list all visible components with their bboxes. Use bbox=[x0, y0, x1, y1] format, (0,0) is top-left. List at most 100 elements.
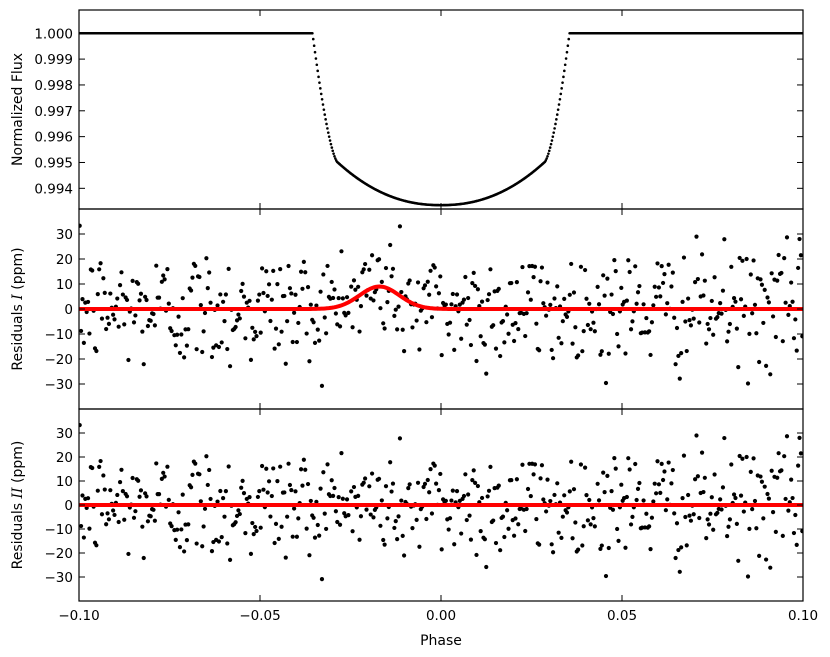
residual-point bbox=[207, 467, 212, 473]
residual-point bbox=[567, 292, 572, 297]
residual-point bbox=[385, 300, 390, 305]
residual-point bbox=[80, 296, 85, 302]
residual-point bbox=[473, 283, 478, 289]
residual-point bbox=[112, 512, 117, 518]
residual-point bbox=[161, 470, 166, 475]
residual-point bbox=[624, 298, 629, 303]
residual-point bbox=[399, 498, 404, 503]
residual-point bbox=[415, 280, 421, 285]
residual-point bbox=[770, 314, 776, 319]
residual-point bbox=[137, 494, 142, 499]
residual-point bbox=[258, 525, 263, 530]
residual-point bbox=[532, 462, 538, 467]
residual-point bbox=[468, 537, 474, 542]
residual-point bbox=[704, 341, 709, 346]
residual-point bbox=[410, 325, 415, 330]
residual-point bbox=[296, 320, 301, 326]
residual-point bbox=[603, 380, 609, 386]
residual-point bbox=[549, 347, 554, 353]
residual-point bbox=[97, 267, 102, 272]
residual-point bbox=[498, 548, 503, 553]
residual-point bbox=[585, 322, 590, 328]
residual-point bbox=[340, 296, 345, 301]
flux-point bbox=[566, 44, 570, 48]
residual-point bbox=[322, 511, 327, 516]
residual-point bbox=[708, 315, 713, 321]
residual-point bbox=[577, 433, 581, 437]
residual-point bbox=[583, 267, 588, 273]
residual-point bbox=[396, 514, 401, 519]
residual-point bbox=[122, 322, 127, 327]
residual-point bbox=[434, 284, 439, 289]
residual-point bbox=[580, 349, 585, 354]
residual-point bbox=[379, 279, 384, 284]
residual-point bbox=[619, 285, 624, 290]
residual-point bbox=[179, 527, 184, 532]
residual-point bbox=[296, 516, 301, 521]
flux-point bbox=[549, 142, 553, 146]
residual-point bbox=[712, 472, 717, 477]
residual-point bbox=[538, 279, 543, 284]
residual-point bbox=[627, 467, 632, 472]
residual-point bbox=[654, 491, 659, 496]
residual-point bbox=[610, 507, 616, 512]
residual-point bbox=[427, 490, 432, 495]
residual-point bbox=[115, 492, 120, 498]
residual-point bbox=[665, 301, 670, 306]
residual-point bbox=[800, 529, 803, 534]
residual-point bbox=[718, 301, 723, 306]
residual-point bbox=[470, 478, 475, 483]
residual-point bbox=[637, 480, 642, 486]
residual-point bbox=[434, 481, 439, 486]
residual-point bbox=[647, 524, 652, 529]
residual-point bbox=[222, 319, 227, 324]
residual-point bbox=[673, 362, 678, 367]
residual-point bbox=[417, 544, 422, 549]
residual-point bbox=[793, 317, 798, 322]
residual-point bbox=[598, 352, 603, 357]
residual-point bbox=[182, 355, 187, 360]
residual-point bbox=[85, 496, 91, 501]
residual-point bbox=[509, 280, 514, 286]
residual-point bbox=[254, 334, 259, 339]
residual-point bbox=[491, 323, 496, 328]
residual-point bbox=[555, 284, 560, 289]
residual-point bbox=[722, 237, 727, 242]
flux-point bbox=[547, 152, 550, 155]
residual-point bbox=[679, 545, 684, 550]
residual-point bbox=[140, 524, 145, 529]
residual-point bbox=[393, 519, 398, 524]
residual-point bbox=[336, 495, 341, 500]
residual-point bbox=[628, 522, 634, 527]
residual-point bbox=[733, 299, 738, 304]
residual-point bbox=[193, 461, 198, 466]
residual-point bbox=[514, 477, 519, 482]
residual-point bbox=[701, 293, 706, 298]
residual-point bbox=[363, 476, 368, 481]
residual-point bbox=[303, 467, 308, 472]
residual-point bbox=[488, 267, 493, 272]
residual-point bbox=[789, 477, 794, 482]
residual-point bbox=[439, 547, 444, 552]
residual-point bbox=[473, 480, 478, 485]
residual-point bbox=[496, 286, 501, 291]
residual-point bbox=[219, 534, 224, 540]
y-tick-label: 0.999 bbox=[34, 52, 73, 68]
flux-point bbox=[561, 81, 564, 84]
residual-point bbox=[634, 497, 639, 503]
residual-point bbox=[289, 291, 294, 296]
residual-point bbox=[612, 258, 617, 263]
flux-point bbox=[320, 97, 324, 101]
residual-point bbox=[727, 517, 733, 522]
residual-point bbox=[367, 484, 372, 489]
residual-point bbox=[176, 510, 181, 515]
residual-point bbox=[226, 266, 231, 271]
residual-point bbox=[294, 339, 299, 345]
residual-point bbox=[475, 483, 480, 489]
residual-point bbox=[666, 262, 671, 267]
residual-point bbox=[797, 435, 802, 440]
residual-point bbox=[752, 498, 758, 504]
residual-point bbox=[761, 320, 766, 326]
residual-point bbox=[581, 329, 586, 334]
